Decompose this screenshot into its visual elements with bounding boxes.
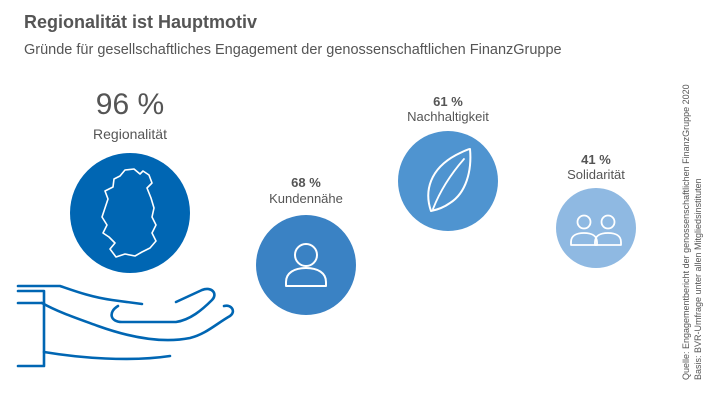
bubble-regionalitaet xyxy=(70,153,190,273)
germany-map-icon xyxy=(101,168,157,258)
category-label-regionalitaet: Regionalität xyxy=(93,126,167,142)
value-label-kundennaehe: 68 % xyxy=(291,175,321,190)
bubble-kundennaehe xyxy=(256,215,356,315)
category-label-nachhaltigkeit: Nachhaltigkeit xyxy=(407,109,489,124)
category-label-solidaritaet: Solidarität xyxy=(567,167,625,182)
chart-title: Regionalität ist Hauptmotiv xyxy=(24,12,258,32)
person-icon xyxy=(285,243,327,287)
chart-subtitle: Gründe für gesellschaftliches Engagement… xyxy=(24,42,562,58)
value-label-solidaritaet: 41 % xyxy=(581,152,611,167)
bubble-nachhaltigkeit xyxy=(398,131,498,231)
leaf-icon xyxy=(427,148,472,212)
value-label-regionalitaet: 96 % xyxy=(95,88,165,121)
source-note: Quelle: Engagementbericht der genossensc… xyxy=(680,84,704,380)
bubble-solidaritaet xyxy=(556,188,636,268)
people-icon xyxy=(570,214,622,246)
source-line-2: Basis: BVR-Umfrage unter allen Mitglieds… xyxy=(693,178,703,380)
source-line-1: Quelle: Engagementbericht der genossensc… xyxy=(681,84,691,380)
value-label-nachhaltigkeit: 61 % xyxy=(433,94,463,109)
category-label-kundennaehe: Kundennähe xyxy=(269,191,343,206)
